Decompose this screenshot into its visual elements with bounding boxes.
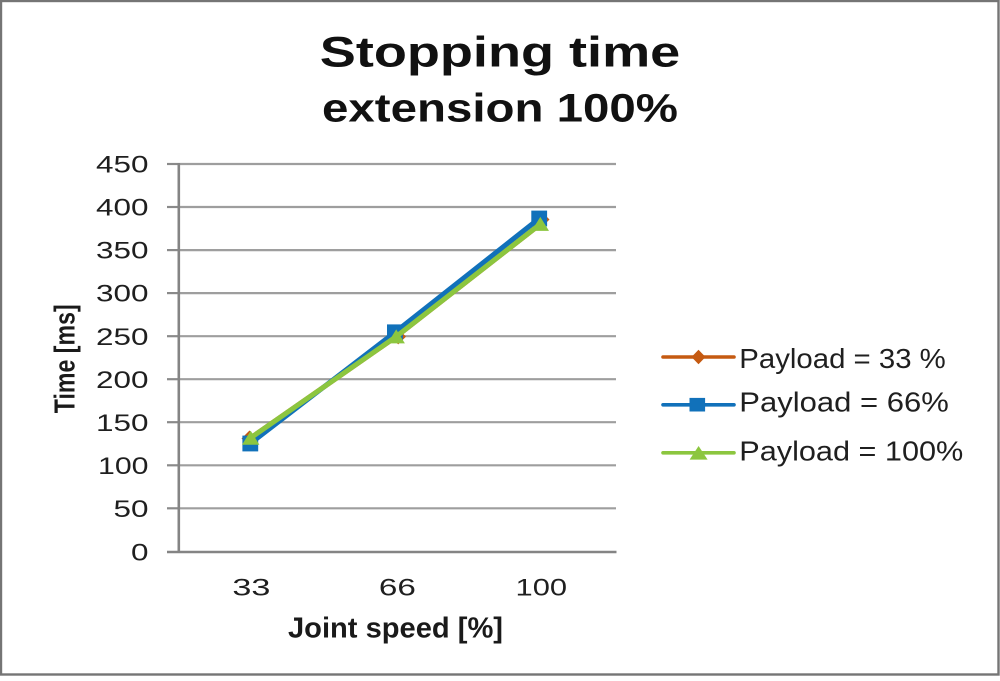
svg-text:250: 250 <box>96 324 149 351</box>
svg-text:300: 300 <box>96 281 149 308</box>
svg-text:Time [ms]: Time [ms] <box>49 304 81 413</box>
svg-text:100: 100 <box>516 575 568 602</box>
svg-text:Joint speed [%]: Joint speed [%] <box>288 613 503 645</box>
svg-text:200: 200 <box>96 367 149 394</box>
svg-text:50: 50 <box>114 496 149 523</box>
svg-text:350: 350 <box>96 238 149 265</box>
svg-text:Payload = 100%: Payload = 100% <box>739 436 963 467</box>
svg-text:33: 33 <box>232 575 270 602</box>
svg-text:extension 100%: extension 100% <box>322 86 678 130</box>
svg-text:Stopping time: Stopping time <box>320 29 681 77</box>
svg-text:0: 0 <box>131 540 149 567</box>
svg-text:Payload = 33 %: Payload = 33 % <box>739 343 946 374</box>
svg-text:450: 450 <box>96 152 149 179</box>
svg-text:400: 400 <box>96 195 149 222</box>
svg-text:100: 100 <box>98 453 149 480</box>
svg-text:66: 66 <box>379 575 416 602</box>
svg-text:Payload = 66%: Payload = 66% <box>739 387 949 418</box>
svg-text:150: 150 <box>96 410 149 437</box>
